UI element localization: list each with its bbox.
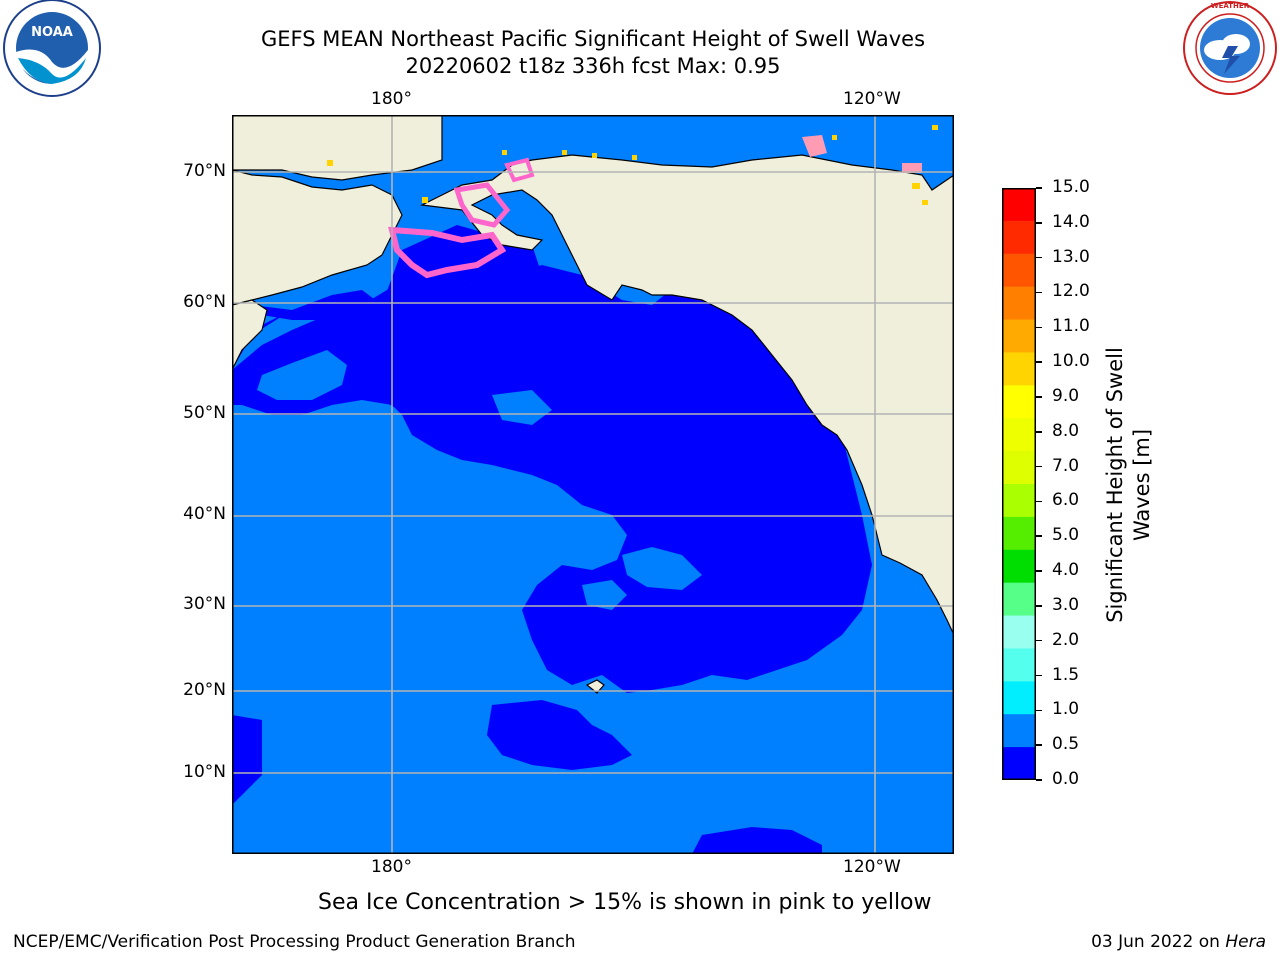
colorbar-tick-label: 2.0 <box>1052 629 1080 650</box>
colorbar-tick-mark <box>1036 361 1042 363</box>
colorbar-segment <box>1002 549 1036 584</box>
colorbar-segment <box>1002 681 1036 715</box>
colorbar-tick-mark <box>1036 779 1042 781</box>
colorbar-tick-label: 5.0 <box>1052 525 1080 546</box>
colorbar-segment <box>1002 418 1036 452</box>
colorbar-tick-label: 0.5 <box>1052 734 1080 755</box>
colorbar-tick-mark <box>1036 605 1042 607</box>
colorbar-tick-mark <box>1036 465 1042 468</box>
colorbar-segment <box>1002 220 1036 255</box>
colorbar-tick-label: 3.0 <box>1052 594 1080 615</box>
colorbar-tick-label: 11.0 <box>1052 316 1090 337</box>
colorbar-label-line2: Waves [m] <box>1130 428 1154 542</box>
lat-tick-70n: 70°N <box>183 161 226 181</box>
colorbar-tick-mark <box>1036 187 1042 189</box>
lat-tick-50n: 50°N <box>183 403 226 423</box>
colorbar-segment <box>1002 648 1036 682</box>
colorbar-tick-mark <box>1036 291 1042 294</box>
colorbar-segment <box>1002 451 1036 485</box>
colorbar-segment <box>1002 582 1036 617</box>
colorbar-tick-mark <box>1036 674 1042 677</box>
colorbar-tick-label: 8.0 <box>1052 420 1080 441</box>
colorbar-tick-mark <box>1036 396 1042 398</box>
lon-tick-bottom-180: 180° <box>371 857 412 877</box>
lat-tick-20n: 20°N <box>183 680 226 700</box>
colorbar-segment <box>1002 319 1036 353</box>
colorbar-segment <box>1002 352 1036 386</box>
colorbar-tick-label: 0.0 <box>1052 769 1080 789</box>
colorbar-segment <box>1002 747 1036 780</box>
colorbar-tick-mark <box>1036 709 1042 712</box>
colorbar-segment <box>1002 484 1036 518</box>
colorbar-tick-label: 7.0 <box>1052 455 1080 476</box>
colorbar-tick-label: 13.0 <box>1052 246 1090 267</box>
noaa-logo-icon: NOAA <box>3 0 101 97</box>
lat-tick-60n: 60°N <box>183 292 226 312</box>
land <box>232 115 954 694</box>
colorbar-label: Significant Height of Swell Waves [m] <box>1102 347 1156 623</box>
colorbar-label-line1: Significant Height of Swell <box>1103 347 1127 623</box>
colorbar-segment <box>1002 286 1036 321</box>
colorbar-segment <box>1002 615 1036 649</box>
colorbar-segment <box>1002 253 1036 288</box>
colorbar-tick-mark <box>1036 744 1042 746</box>
colorbar-tick-label: 15.0 <box>1052 177 1090 197</box>
lon-tick-bottom-120w: 120°W <box>843 857 901 877</box>
colorbar-tick-mark <box>1036 639 1042 642</box>
footer-credit: NCEP/EMC/Verification Post Processing Pr… <box>13 932 576 952</box>
colorbar <box>1002 188 1036 780</box>
colorbar-tick-mark <box>1036 256 1042 259</box>
colorbar-tick-mark <box>1036 570 1042 572</box>
map-plot <box>232 115 954 854</box>
colorbar-tick-label: 9.0 <box>1052 385 1080 406</box>
lat-tick-40n: 40°N <box>183 504 226 524</box>
sea-ice <box>327 125 938 279</box>
sea-ice-note: Sea Ice Concentration > 15% is shown in … <box>318 890 932 915</box>
colorbar-tick-label: 10.0 <box>1052 351 1090 372</box>
lat-tick-30n: 30°N <box>183 594 226 614</box>
colorbar-tick-mark <box>1036 500 1042 503</box>
footer-date: 03 Jun 2022 on Hera <box>1091 932 1266 952</box>
chart-subtitle: 20220602 t18z 336h fcst Max: 0.95 <box>405 54 781 78</box>
colorbar-tick-mark <box>1036 326 1042 329</box>
colorbar-tick-mark <box>1036 431 1042 433</box>
colorbar-segment <box>1002 188 1036 222</box>
footer-machine: Hera <box>1225 932 1266 952</box>
colorbar-segment <box>1002 385 1036 419</box>
lon-tick-top-120w: 120°W <box>843 89 901 109</box>
nws-logo-icon: WEATHER <box>1183 1 1277 95</box>
colorbar-tick-label: 4.0 <box>1052 560 1080 581</box>
lat-tick-10n: 10°N <box>183 762 226 782</box>
colorbar-tick-mark <box>1036 222 1042 224</box>
lon-tick-top-180: 180° <box>371 89 412 109</box>
colorbar-tick-label: 6.0 <box>1052 490 1080 511</box>
colorbar-tick-label: 1.0 <box>1052 699 1080 720</box>
colorbar-tick-label: 14.0 <box>1052 211 1090 232</box>
colorbar-tick-mark <box>1036 535 1042 537</box>
noaa-logo-text: NOAA <box>31 25 73 40</box>
footer-date-text: 03 Jun 2022 on <box>1091 932 1226 952</box>
chart-title: GEFS MEAN Northeast Pacific Significant … <box>260 27 926 51</box>
colorbar-tick-label: 1.5 <box>1052 664 1080 685</box>
colorbar-tick-label: 12.0 <box>1052 281 1090 302</box>
colorbar-segment <box>1002 516 1036 551</box>
colorbar-segment <box>1002 714 1036 748</box>
graticule <box>232 115 954 854</box>
svg-text:WEATHER: WEATHER <box>1211 2 1250 10</box>
